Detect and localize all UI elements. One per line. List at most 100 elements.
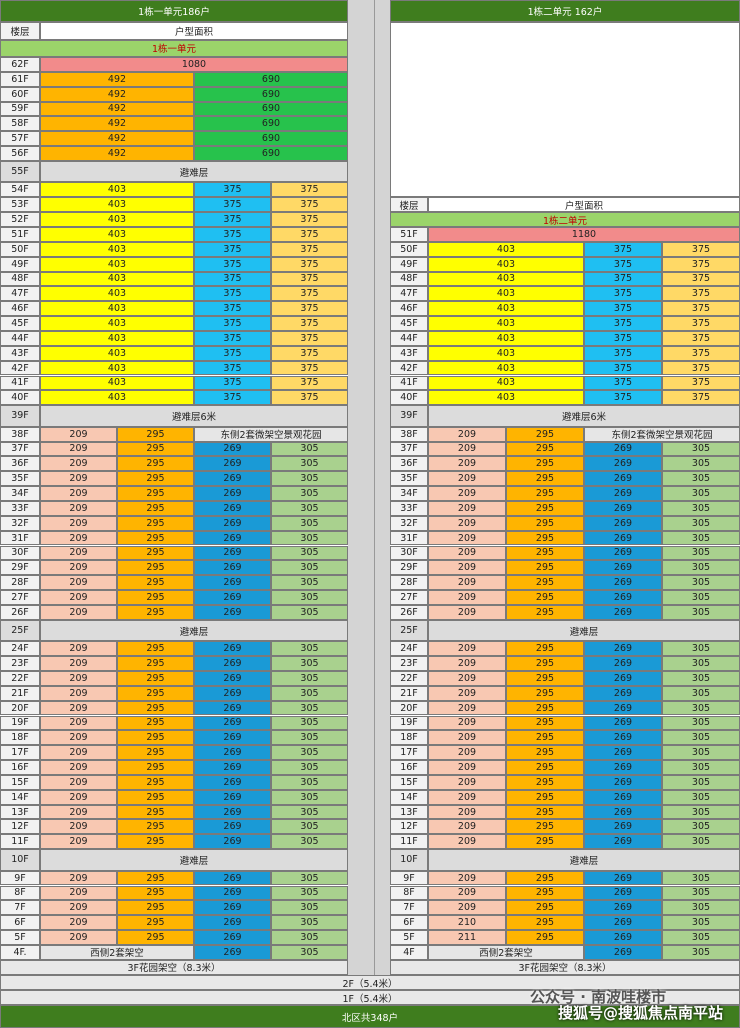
cell-area: 375	[194, 330, 271, 346]
cell-area: 209	[428, 789, 506, 805]
cell-area: 375	[194, 301, 271, 317]
cell-area: 403	[40, 241, 194, 257]
floor-label: 8F	[0, 885, 40, 901]
floor-label: 19F	[0, 715, 40, 731]
cell-area: 209	[40, 486, 117, 501]
floor-label: 41F	[390, 375, 428, 391]
cell-area: 269	[194, 774, 271, 790]
floor-label: 19F	[390, 715, 428, 731]
floor-label: 16F	[390, 760, 428, 775]
floor-label: 31F	[390, 530, 428, 546]
cell-area: 295	[117, 500, 194, 516]
cell-area: 403	[40, 345, 194, 361]
cell-area: 375	[662, 375, 740, 391]
cell-area: 209	[428, 804, 506, 820]
cell-area: 209	[40, 545, 117, 561]
cell-area: 403	[40, 330, 194, 346]
floor-label: 27F	[390, 590, 428, 605]
cell-area: 295	[117, 515, 194, 531]
cell-area: 305	[271, 774, 348, 790]
cell-area: 269	[584, 915, 662, 931]
cell-area: 209	[428, 560, 506, 576]
floor-label: 33F	[390, 500, 428, 516]
cell-area: 269	[584, 819, 662, 835]
cell-area: 403	[40, 212, 194, 227]
cell-area: 403	[40, 375, 194, 391]
cell-area: 305	[662, 944, 740, 960]
cell-area: 295	[117, 915, 194, 931]
floor-label: 38F	[390, 426, 428, 442]
cell-area: 209	[40, 774, 117, 790]
cell-note: 避难层6米	[428, 405, 740, 427]
cell-area: 295	[117, 685, 194, 701]
cell-area: 375	[662, 360, 740, 376]
cell-area: 269	[194, 870, 271, 886]
floor-label: 12F	[0, 819, 40, 835]
cell-area: 375	[584, 316, 662, 331]
cell-area: 269	[194, 715, 271, 731]
cell-area: 269	[584, 560, 662, 576]
cell-area: 295	[506, 515, 584, 531]
cell-area: 295	[506, 471, 584, 487]
cell-area: 403	[40, 182, 194, 198]
cell-area: 375	[662, 286, 740, 302]
cell-area: 295	[117, 930, 194, 945]
cell-area: 305	[271, 930, 348, 945]
cell-area: 305	[271, 441, 348, 457]
cell-area: 305	[271, 685, 348, 701]
cell-area: 269	[194, 515, 271, 531]
cell-area: 375	[584, 256, 662, 272]
floor-label: 62F	[0, 57, 40, 72]
cell-area: 305	[662, 885, 740, 901]
cell-area: 375	[271, 301, 348, 317]
cell-area: 305	[662, 545, 740, 561]
garden-row: 3F花园架空（8.3米）	[0, 959, 348, 975]
cell-area: 269	[584, 656, 662, 671]
floor-label: 7F	[390, 900, 428, 916]
cell-area: 269	[194, 730, 271, 746]
cell-area: 269	[584, 486, 662, 501]
cell-area: 295	[117, 715, 194, 731]
cell-area: 209	[40, 789, 117, 805]
cell-area: 269	[584, 789, 662, 805]
cell-area: 305	[662, 604, 740, 620]
cell-area: 209	[40, 575, 117, 591]
cell-area: 295	[506, 700, 584, 716]
floor-label: 18F	[0, 730, 40, 746]
cell-area: 209	[428, 515, 506, 531]
cell-area: 295	[117, 745, 194, 761]
cell-area: 305	[271, 590, 348, 605]
cell-area: 305	[271, 500, 348, 516]
floor-label: 24F	[0, 641, 40, 657]
floor-label: 5F	[390, 930, 428, 945]
cell-area: 305	[271, 515, 348, 531]
cell-note: 避难层	[40, 619, 348, 642]
cell-note: 避难层	[40, 160, 348, 183]
floor-label: 58F	[0, 116, 40, 132]
cell-area: 295	[506, 900, 584, 916]
cell-area: 305	[662, 774, 740, 790]
floor-label: 36F	[390, 456, 428, 472]
cell-area: 209	[428, 545, 506, 561]
header-floor: 楼层	[390, 197, 428, 212]
cell-area: 209	[428, 604, 506, 620]
cell-area: 305	[271, 456, 348, 472]
floor-label: 13F	[390, 804, 428, 820]
floor-label: 26F	[390, 604, 428, 620]
cell-area: 403	[428, 271, 584, 287]
cell-area: 209	[428, 441, 506, 457]
floor-label: 28F	[390, 575, 428, 591]
cell-area: 295	[506, 730, 584, 746]
cell-note: 东侧2套微架空景观花园	[584, 426, 740, 442]
cell-area: 375	[662, 345, 740, 361]
cell-area: 375	[662, 330, 740, 346]
floor-label: 44F	[0, 330, 40, 346]
cell-area: 295	[506, 789, 584, 805]
cell-note: 避难层6米	[40, 405, 348, 427]
cell-area: 209	[40, 885, 117, 901]
cell-area: 209	[40, 670, 117, 686]
cell-area: 375	[271, 241, 348, 257]
floor-label: 61F	[0, 71, 40, 87]
cell-area: 209	[428, 575, 506, 591]
cell-note: 西侧2套架空	[428, 944, 584, 960]
